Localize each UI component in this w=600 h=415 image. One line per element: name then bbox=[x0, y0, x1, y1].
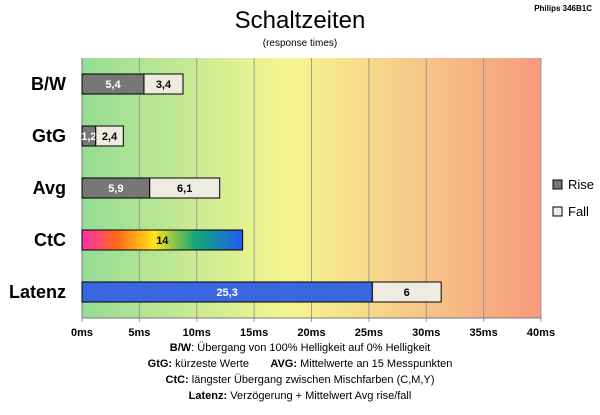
bar-segment bbox=[143, 73, 184, 95]
category-label: Latenz bbox=[9, 282, 66, 302]
plot-area: 0ms 5ms 10ms 15ms 20ms 25ms 30ms 35ms 40ms B/W GtG… bbox=[9, 58, 555, 339]
x-tick-label: 20ms bbox=[297, 327, 325, 339]
x-tick-label: 35ms bbox=[470, 327, 498, 339]
bar-segment bbox=[95, 125, 124, 147]
legend-label: Fall bbox=[568, 204, 589, 219]
note-ctc-text: längster Übergang zwischen Mischfarben (… bbox=[188, 374, 435, 386]
category-label: CtC bbox=[34, 230, 66, 250]
x-tick-label: 40ms bbox=[527, 327, 555, 339]
chart-subtitle: (response times) bbox=[263, 38, 337, 49]
data-label: 3,4 bbox=[156, 79, 172, 91]
x-tick-label: 15ms bbox=[240, 327, 268, 339]
data-label: 2,4 bbox=[102, 131, 118, 143]
note-latenz-key: Latenz: bbox=[188, 390, 228, 402]
legend-label: Rise bbox=[568, 177, 594, 192]
data-label: 25,3 bbox=[216, 287, 237, 299]
x-tick-label: 0ms bbox=[71, 327, 93, 339]
legend-swatch bbox=[552, 206, 563, 217]
note-bw-text: : Übergang von 100% Helligkeit auf 0% He… bbox=[191, 342, 431, 354]
note-gtg-avg: GtG: kürzeste Werte AVG: Mittelwerte an … bbox=[0, 356, 600, 372]
legend-swatch bbox=[552, 179, 563, 190]
data-label: 1,2 bbox=[81, 131, 96, 143]
note-bw: B/W: Übergang von 100% Helligkeit auf 0%… bbox=[0, 340, 600, 356]
legend: Rise Fall bbox=[552, 177, 594, 219]
notes: B/W: Übergang von 100% Helligkeit auf 0%… bbox=[0, 340, 600, 404]
bar-segment bbox=[149, 177, 221, 199]
x-tick-label: 10ms bbox=[183, 327, 211, 339]
data-label: 6,1 bbox=[177, 183, 192, 195]
data-label: 5,9 bbox=[108, 183, 123, 195]
note-latenz-text: Verzögerung + Mittelwert Avg rise/fall bbox=[227, 390, 412, 402]
x-tick-label: 25ms bbox=[355, 327, 383, 339]
note-avg-text: Mittelwerte an 15 Messpunkten bbox=[297, 358, 453, 370]
chart-title: Schaltzeiten bbox=[235, 7, 366, 34]
data-label: 14 bbox=[156, 235, 169, 247]
note-gtg-key: GtG: bbox=[147, 358, 173, 370]
x-tick-label: 30ms bbox=[412, 327, 440, 339]
note-ctc: CtC: längster Übergang zwischen Mischfar… bbox=[0, 372, 600, 388]
chart-svg: Schaltzeiten (response times) Philips 34… bbox=[9, 4, 594, 339]
data-label: 6 bbox=[404, 287, 410, 299]
category-label: Avg bbox=[33, 178, 66, 198]
bar-segment bbox=[371, 281, 442, 303]
note-gtg-text: kürzeste Werte bbox=[172, 358, 249, 370]
category-label: B/W bbox=[31, 74, 66, 94]
note-bw-key: B/W bbox=[169, 342, 192, 354]
model-label: Philips 346B1C bbox=[534, 4, 592, 13]
note-avg-key: AVG: bbox=[270, 358, 298, 370]
note-latenz: Latenz: Verzögerung + Mittelwert Avg ris… bbox=[0, 388, 600, 404]
data-label: 5,4 bbox=[105, 79, 121, 91]
x-tick-label: 5ms bbox=[128, 327, 150, 339]
category-label: GtG bbox=[32, 126, 66, 146]
note-ctc-key: CtC: bbox=[165, 374, 189, 386]
bar-segment bbox=[81, 229, 244, 251]
